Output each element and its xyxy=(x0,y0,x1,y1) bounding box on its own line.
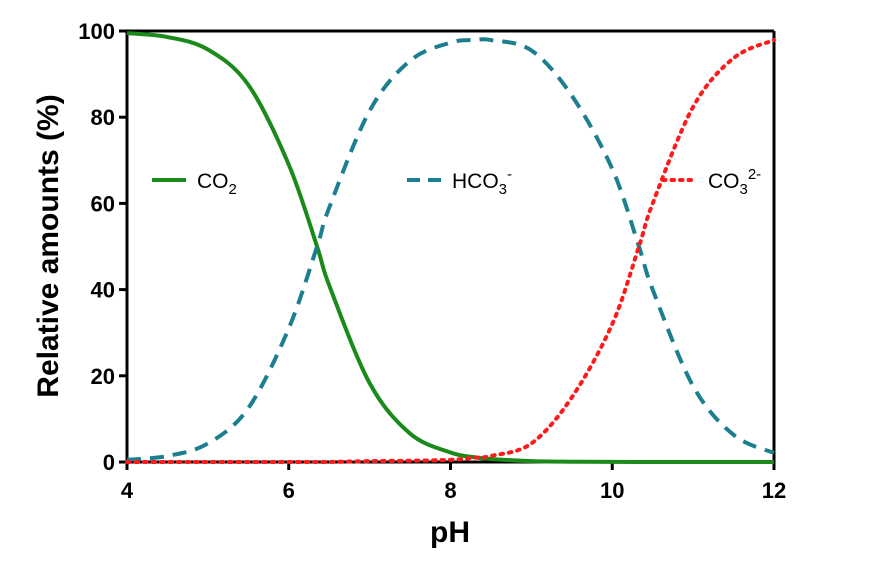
legend-label-0: CO2 xyxy=(197,170,237,198)
x-tick-label-1: 6 xyxy=(283,478,295,503)
x-axis-title: pH xyxy=(430,516,470,549)
y-tick-label-2: 40 xyxy=(91,278,115,303)
legend: CO2 HCO3- CO32- xyxy=(152,166,761,198)
legend-label-1: HCO3- xyxy=(452,166,512,198)
series-line-2 xyxy=(125,38,776,465)
x-tick-label-2: 8 xyxy=(444,478,456,503)
series-line-1 xyxy=(126,37,775,462)
axes xyxy=(125,29,776,464)
x-tick-label-4: 12 xyxy=(762,478,786,503)
y-tick-label-1: 20 xyxy=(91,364,115,389)
y-tick-label-0: 0 xyxy=(103,450,115,475)
x-tick-label-0: 4 xyxy=(121,478,134,503)
y-tick-label-3: 60 xyxy=(91,191,115,216)
ticks: 4 6 8 10 12 0 20 40 60 80 100 xyxy=(78,19,786,503)
y-tick-label-4: 80 xyxy=(91,105,115,130)
series xyxy=(125,31,776,465)
y-axis-title: Relative amounts (%) xyxy=(32,94,65,397)
legend-label-2: CO32- xyxy=(708,166,761,198)
series-line-0 xyxy=(126,31,774,465)
y-tick-label-5: 100 xyxy=(78,19,115,44)
x-tick-label-3: 10 xyxy=(600,478,624,503)
